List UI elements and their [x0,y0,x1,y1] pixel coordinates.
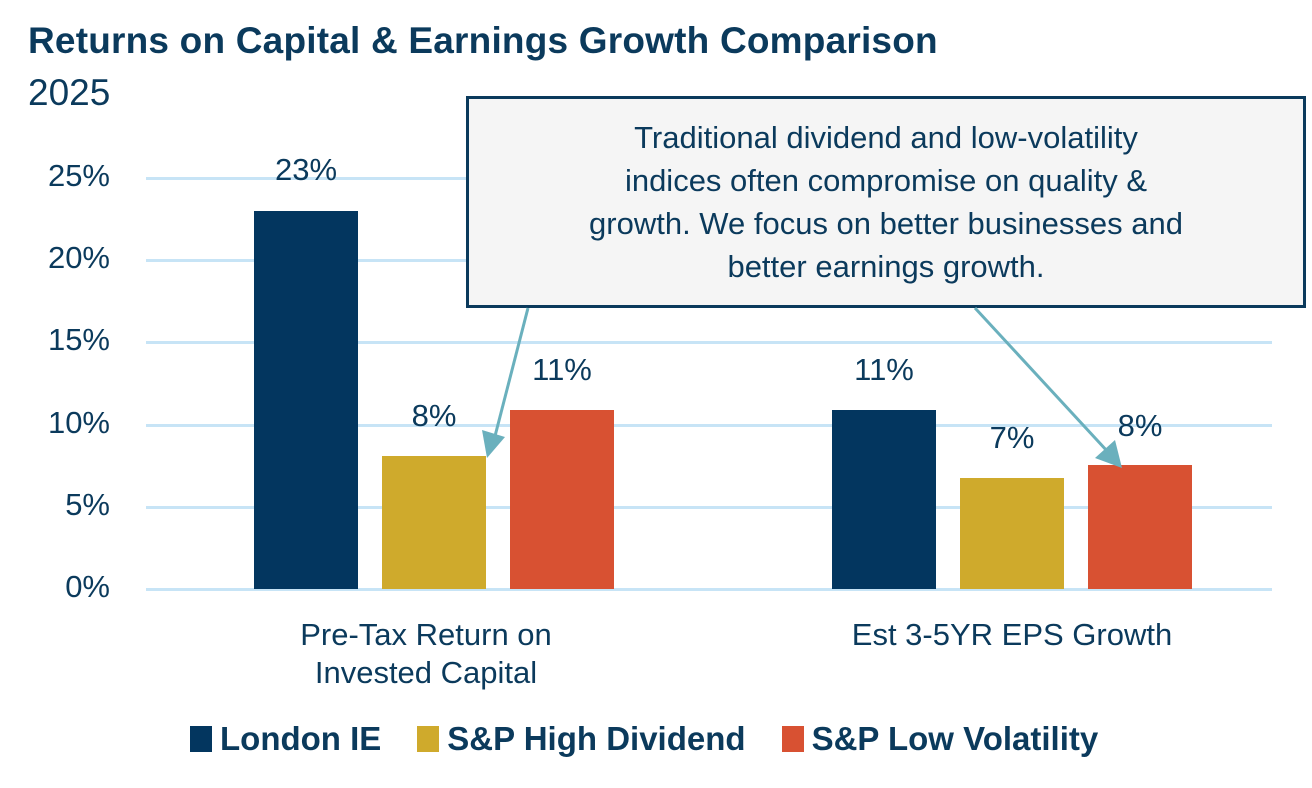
arrow-to-low-volatility-roic [482,307,530,458]
chart-title: Returns on Capital & Earnings Growth Com… [28,20,938,61]
legend-swatch-london-ie [190,726,212,752]
annotation-line-2: indices often compromise on quality & [624,163,1148,198]
annotation-line-1: Traditional dividend and low-volatility [634,120,1138,155]
y-tick-20: 20% [47,240,110,275]
value-label-high-dividend-roic: 8% [411,398,457,433]
y-tick-25: 25% [47,158,110,193]
bar-low-volatility-eps [1088,465,1192,589]
bar-high-dividend-roic [382,456,486,589]
legend-label-low-volatility: S&P Low Volatility [811,720,1099,757]
category-label-roic-line1: Pre-Tax Return on [300,617,552,652]
legend-item-london-ie: London IE [190,720,381,758]
category-label-eps: Est 3-5YR EPS Growth [851,617,1173,652]
value-label-low-volatility-eps: 8% [1117,408,1163,443]
legend-swatch-high-dividend [417,726,440,752]
annotation-callout: Traditional dividend and low-volatility … [466,96,1306,308]
value-label-london-ie-roic: 23% [274,152,338,187]
y-tick-10: 10% [47,405,110,440]
value-label-london-ie-eps: 11% [854,352,914,387]
arrow-to-low-volatility-eps [973,306,1122,468]
legend-swatch-low-volatility [781,726,804,752]
legend-item-high-dividend: S&P High Dividend [417,720,746,758]
value-label-high-dividend-eps: 7% [989,420,1035,455]
legend: London IE S&P High Dividend S&P Low Vola… [190,720,1134,758]
value-label-low-volatility-roic: 11% [532,352,592,387]
category-label-roic-line2: Invested Capital [314,655,538,690]
annotation-line-4: better earnings growth. [727,249,1045,284]
legend-item-low-volatility: S&P Low Volatility [781,720,1099,758]
chart-subtitle: 2025 [28,72,111,113]
bar-high-dividend-eps [960,478,1064,589]
legend-label-high-dividend: S&P High Dividend [447,720,746,757]
annotation-line-3: growth. We focus on better businesses an… [589,206,1183,241]
bar-low-volatility-roic [510,410,614,589]
bar-london-ie-roic [254,211,358,589]
bar-london-ie-eps [832,410,936,589]
y-tick-0: 0% [65,569,110,604]
gridline-15 [146,341,1272,344]
gridline-5 [146,506,1272,509]
category-label-roic: Pre-Tax Return on Invested Capital [226,616,626,692]
gridline-10 [146,424,1272,427]
y-tick-5: 5% [65,487,110,522]
annotation-text: Traditional dividend and low-volatility … [486,116,1286,288]
legend-label-london-ie: London IE [220,720,382,757]
y-tick-15: 15% [47,322,110,357]
gridline-0 [146,588,1272,591]
